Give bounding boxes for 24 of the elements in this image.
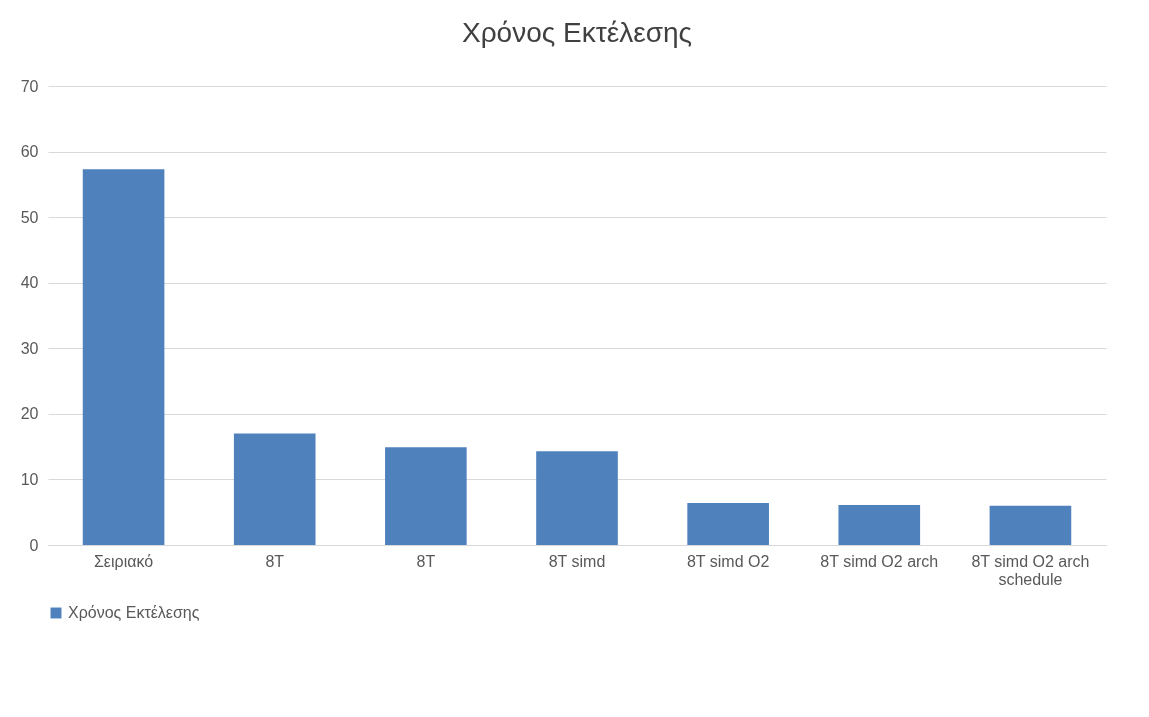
bar	[838, 505, 921, 545]
x-tick-label: 8T simd O2 arch schedule	[971, 552, 1090, 588]
y-tick-label: 50	[20, 208, 39, 226]
bar	[385, 447, 467, 545]
x-tick-label: 8T	[265, 552, 285, 570]
bar	[82, 169, 165, 545]
bar	[989, 505, 1072, 545]
chart-title: Χρόνος Εκτέλεσης	[461, 17, 693, 48]
y-tick-label: 0	[29, 536, 39, 554]
x-tick-label: 8T simd	[548, 552, 606, 570]
x-tick-label: 8T	[416, 552, 436, 570]
y-tick-label: 70	[20, 77, 39, 95]
bar	[233, 433, 316, 545]
y-tick-label: 40	[20, 274, 39, 292]
y-tick-label: 10	[20, 470, 39, 488]
x-tick-label: 8T simd O2	[686, 552, 770, 570]
x-tick-label: Σειριακό	[93, 552, 154, 570]
x-tick-label: 8T simd O2 arch	[820, 552, 939, 570]
bar	[536, 451, 618, 545]
y-tick-label: 60	[20, 143, 39, 161]
y-tick-label: 30	[20, 339, 39, 357]
bar	[687, 503, 769, 545]
legend-label: Χρόνος Εκτέλεσης	[68, 604, 200, 621]
y-tick-label: 20	[20, 405, 39, 423]
